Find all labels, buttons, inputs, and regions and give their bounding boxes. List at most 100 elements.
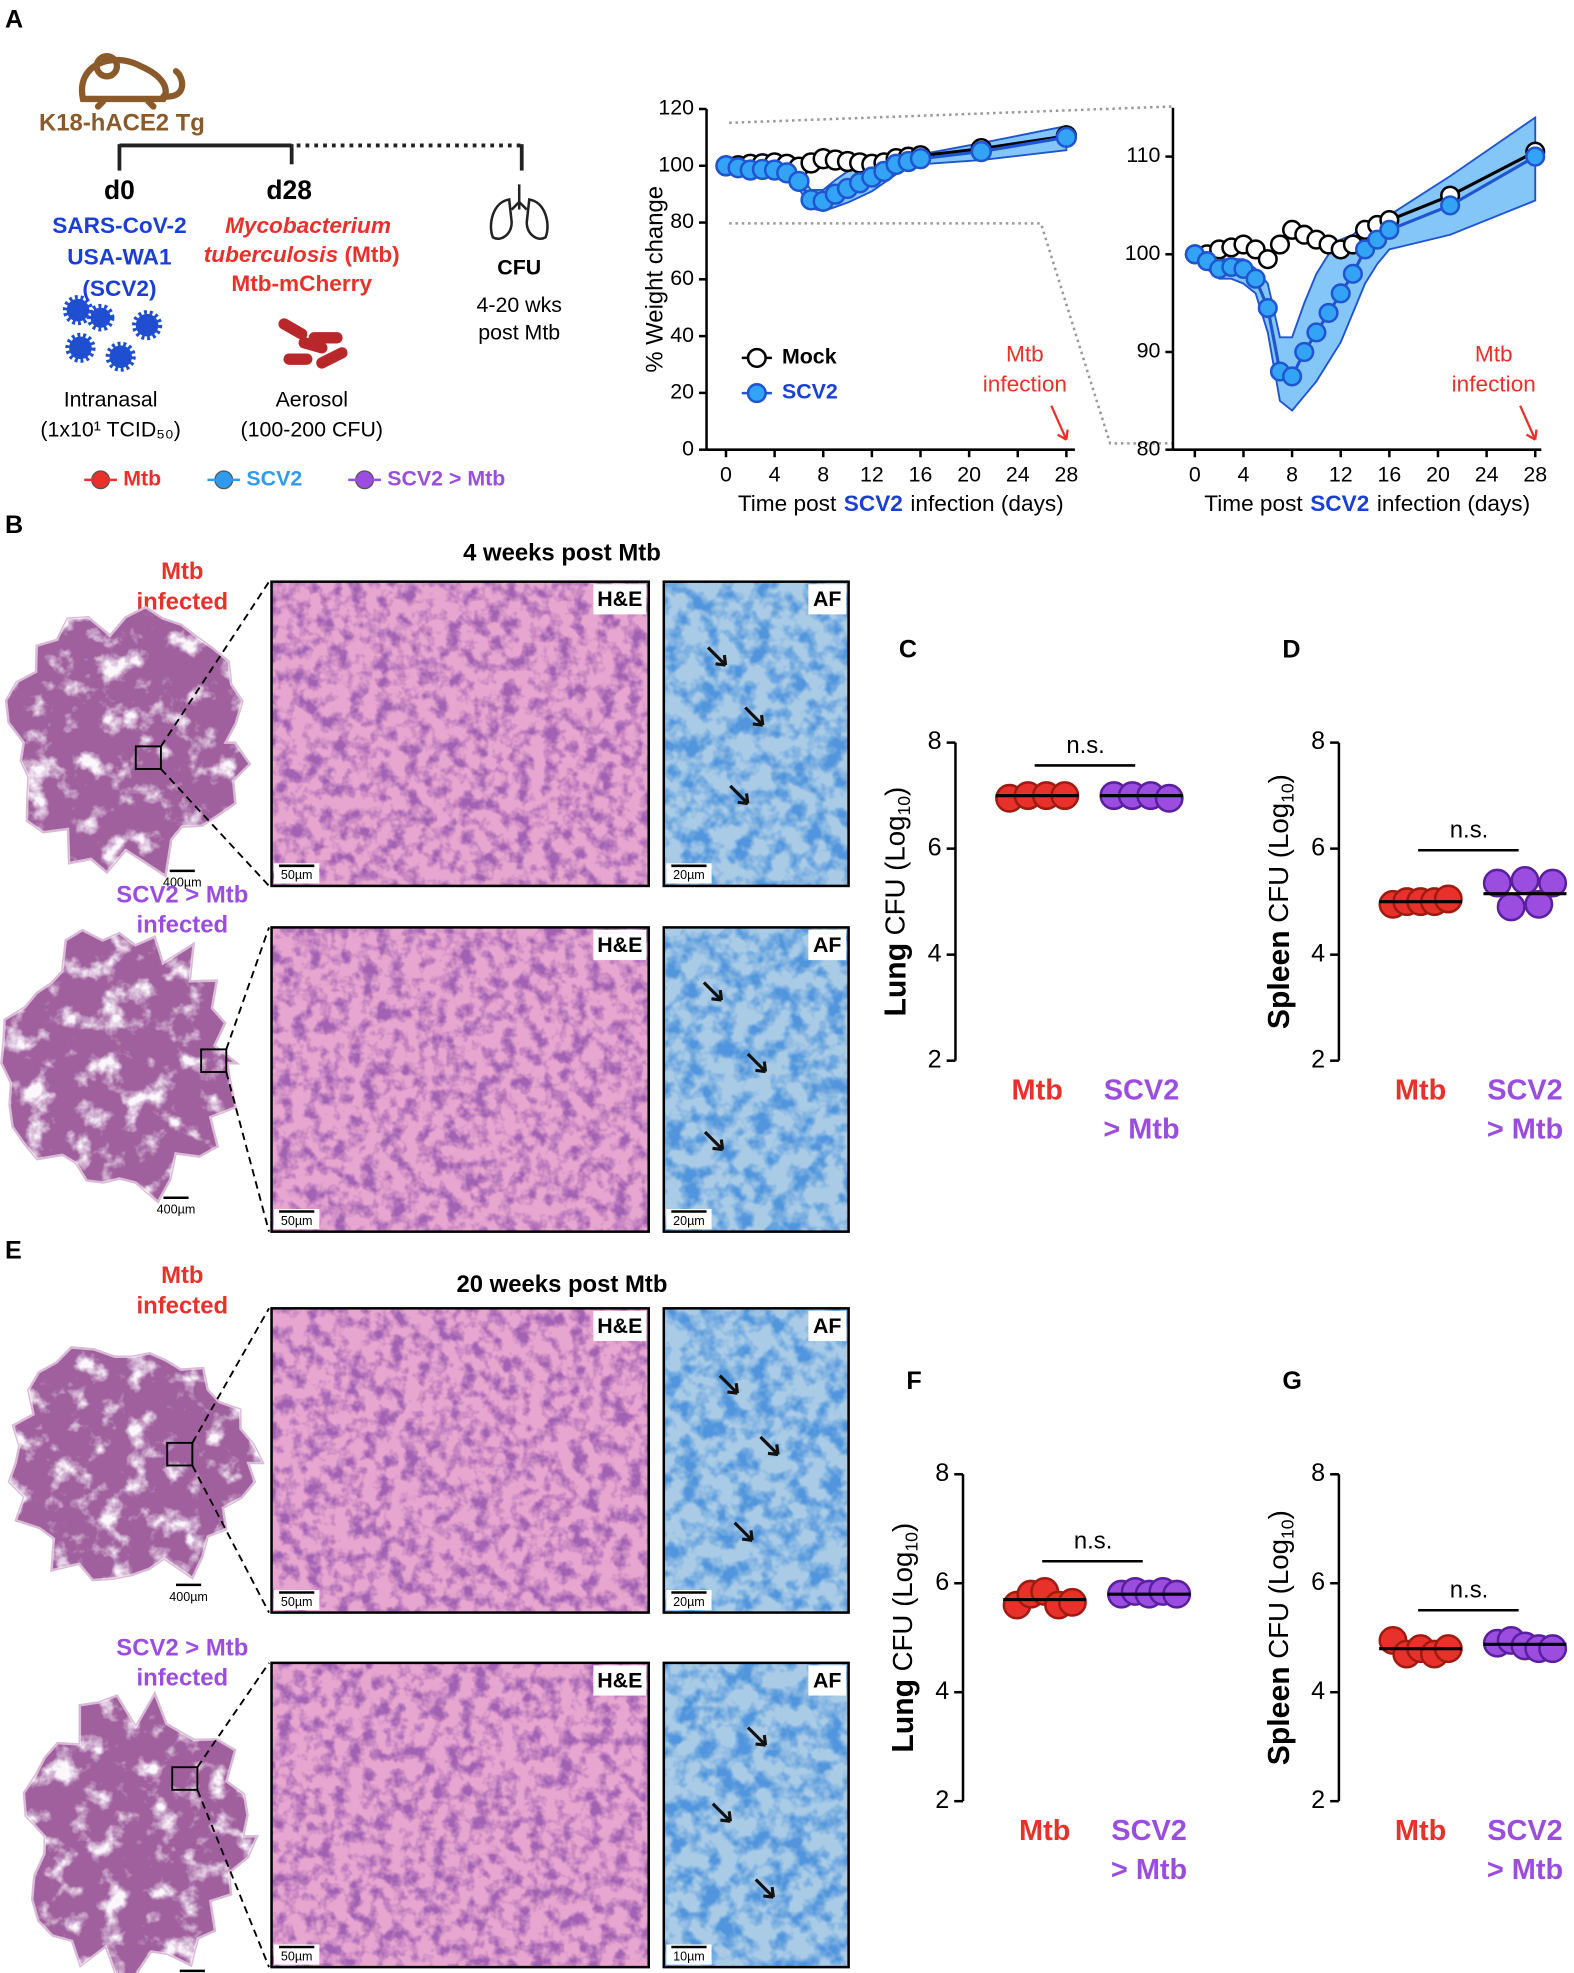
scale-label: 50µm <box>281 1949 313 1963</box>
y-tick-label: 4 <box>1311 1677 1325 1705</box>
scale-label: 50µm <box>281 868 313 882</box>
group-label: Mtb <box>161 558 203 585</box>
y-axis-label: Spleen CFU (Log10) <box>1263 774 1297 1029</box>
dose: (1x10¹ TCID₅₀) <box>40 417 181 441</box>
panel-label: B <box>5 511 23 539</box>
y-label-sub: 10 <box>1277 783 1297 803</box>
day-label: d0 <box>104 175 135 205</box>
data-point <box>1294 341 1315 363</box>
panel-label: D <box>1282 635 1300 663</box>
scale-label: 50µm <box>281 1595 313 1609</box>
af-texture <box>663 1308 849 1613</box>
y-label-text: CFU (Log <box>887 1552 918 1672</box>
stain-label-bg <box>808 584 847 615</box>
he-frame <box>270 580 650 888</box>
data-point <box>1342 263 1363 284</box>
annotation: infection <box>1452 372 1536 397</box>
x-tick-label: 24 <box>1475 463 1499 487</box>
y-label-text: CFU (Log <box>1263 803 1294 923</box>
data-point <box>1510 865 1540 895</box>
category-label: > Mtb <box>1487 1114 1563 1146</box>
y-tick-label: 2 <box>935 1786 949 1814</box>
y-label-sub: 10 <box>1277 1519 1297 1539</box>
af-frame <box>662 926 850 1233</box>
y-tick-label: 100 <box>658 152 694 176</box>
route: Aerosol <box>276 387 348 411</box>
x-tick-label: 28 <box>1055 463 1079 487</box>
stain-label: H&E <box>597 587 642 611</box>
data-point <box>1538 1634 1568 1664</box>
y-tick-label: 0 <box>682 436 694 460</box>
y-tick-label: 120 <box>658 96 694 120</box>
annotation: Mtb <box>1475 341 1513 366</box>
zoom-line <box>160 768 270 887</box>
data-point <box>1055 126 1078 149</box>
y-tick-label: 2 <box>928 1045 942 1073</box>
annotation-arrow <box>1519 405 1538 441</box>
category-label: Mtb <box>1395 1075 1446 1107</box>
data-point <box>1496 892 1526 922</box>
he-texture <box>271 581 649 886</box>
data-point <box>909 147 932 170</box>
category-label: SCV2 <box>1487 1815 1563 1847</box>
data-point <box>1245 268 1266 289</box>
stain-label: AF <box>813 1314 841 1338</box>
section-title: 20 weeks post Mtb <box>456 1271 667 1298</box>
y-label-bold: Lung <box>880 943 913 1017</box>
readout: 4-20 wks <box>476 293 561 317</box>
data-point <box>1440 195 1461 216</box>
y-axis-label: Lung CFU (Log10) <box>880 787 914 1017</box>
y-tick-label: 110 <box>1126 143 1160 167</box>
category-label: SCV2 <box>1487 1075 1563 1107</box>
stain-label: AF <box>813 933 841 957</box>
bacteria-name: Mycobacterium <box>225 213 391 238</box>
y-tick-label: 80 <box>670 209 694 233</box>
zoom-box <box>171 1766 199 1791</box>
y-tick-label: 2 <box>1311 1786 1325 1814</box>
stain-label-bg <box>808 1665 847 1696</box>
he-texture <box>271 1308 649 1613</box>
x-axis-label: Time post SCV2 infection (days) <box>1204 491 1530 516</box>
y-tick-label: 4 <box>935 1677 949 1705</box>
panel-label: E <box>5 1236 22 1264</box>
y-tick-label: 6 <box>935 1568 949 1596</box>
group-label: infected <box>137 1665 229 1692</box>
zoom-line <box>225 927 270 1050</box>
virus-name: (SCV2) <box>82 276 156 301</box>
stain-label-bg <box>808 929 847 961</box>
af-frame <box>662 1661 850 1969</box>
y-label-bold: Lung <box>887 1679 920 1753</box>
y-label-end: ) <box>880 787 911 796</box>
data-point <box>1306 322 1327 343</box>
data-point <box>1379 219 1400 240</box>
scale-label: 50µm <box>281 1214 313 1228</box>
data-point <box>1269 234 1290 255</box>
section-title: 4 weeks post Mtb <box>463 539 661 566</box>
data-point <box>1257 297 1278 319</box>
category-label: SCV2 <box>1111 1815 1187 1847</box>
data-point <box>1057 1587 1087 1617</box>
y-label-bold: Spleen <box>1263 930 1296 1029</box>
readout: post Mtb <box>478 321 560 345</box>
category-label: SCV2 <box>1104 1075 1180 1107</box>
af-texture <box>663 1662 849 1968</box>
y-tick-label: 6 <box>928 833 942 861</box>
lung-texture <box>1 930 237 1202</box>
scale-bg <box>274 863 320 884</box>
af-frame <box>662 580 850 888</box>
x-tick-label: 0 <box>720 463 732 487</box>
zoom-line <box>191 1307 270 1444</box>
pointer-arrow <box>729 784 750 806</box>
bacteria-name-italic: tuberculosis <box>204 242 338 267</box>
legend-label: Mtb <box>123 466 161 490</box>
y-label-sub: 10 <box>894 796 914 816</box>
y-tick-label: 20 <box>670 380 694 404</box>
data-point <box>1330 283 1351 304</box>
x-tick-label: 16 <box>1377 463 1401 487</box>
pointer-arrow <box>718 1374 739 1395</box>
panel-label: A <box>5 6 23 34</box>
stain-label: AF <box>813 587 841 611</box>
x-axis-label-part: infection (days) <box>1377 491 1530 516</box>
pointer-arrow <box>754 1878 775 1899</box>
x-tick-label: 12 <box>860 463 884 487</box>
